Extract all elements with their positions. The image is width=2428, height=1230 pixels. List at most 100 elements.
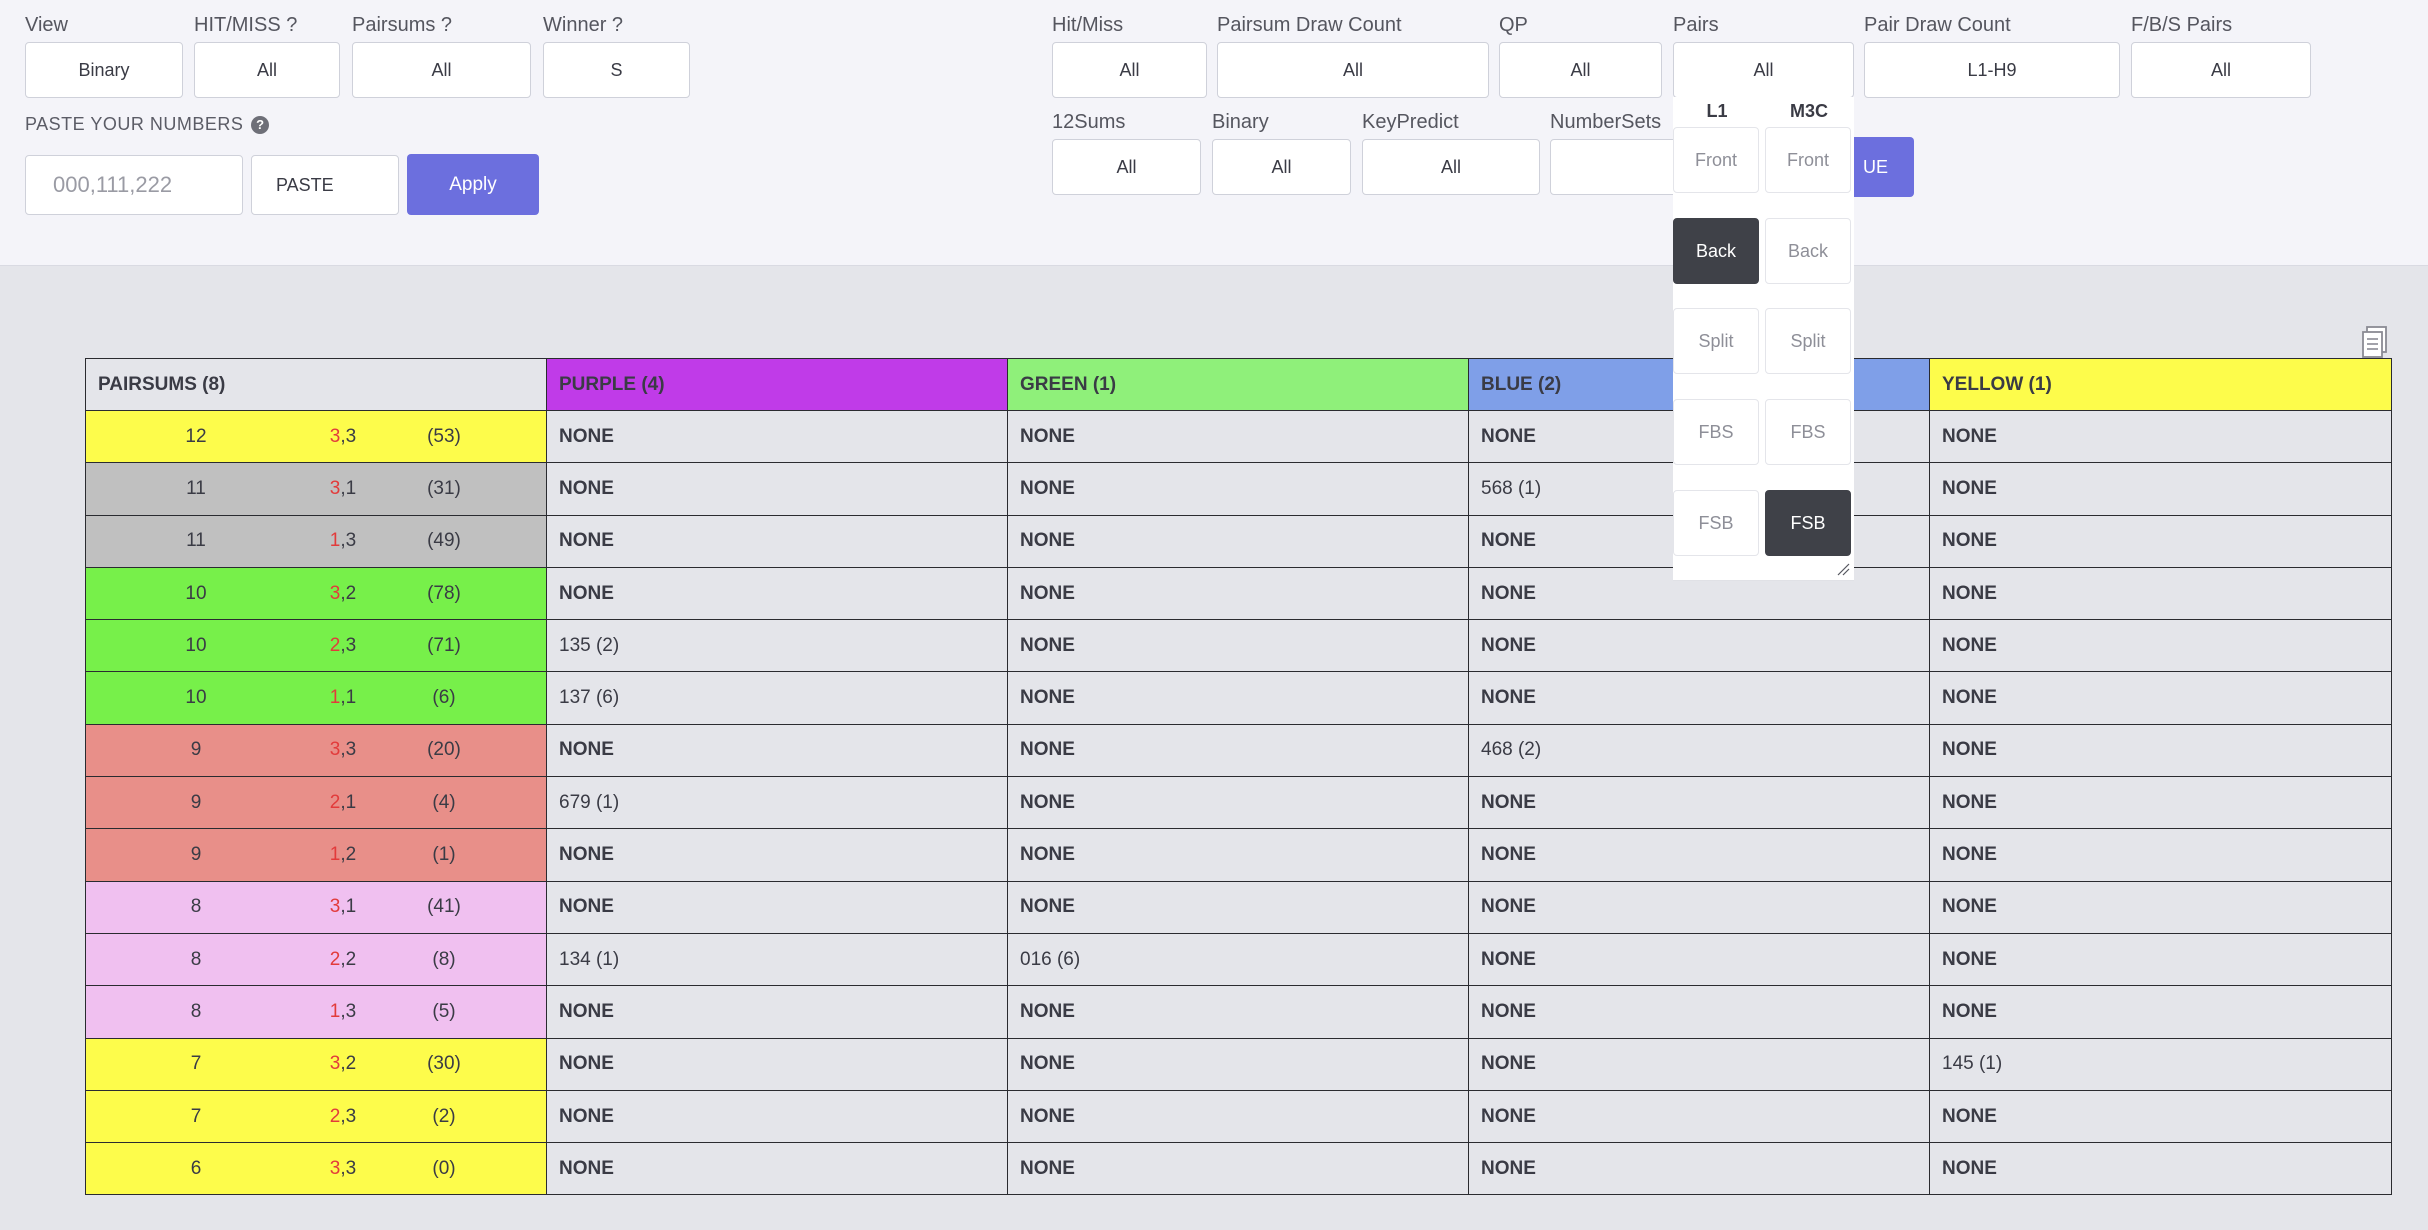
table-row: 10 1,1 (6) 137 (6) NONE NONE NONE [85, 671, 2392, 725]
apply-button[interactable]: Apply [407, 154, 539, 215]
pair-second-digit: 2 [345, 1053, 357, 1075]
result-cell: NONE [546, 985, 1008, 1039]
view-select[interactable]: Binary [25, 42, 183, 98]
pairsum-draw-count-label: Pairsum Draw Count [1217, 14, 1402, 36]
result-cell: 679 (1) [546, 776, 1008, 830]
pairsum-count: (6) [432, 687, 456, 709]
pairsum-draw-count-select[interactable]: All [1217, 42, 1489, 98]
result-cell: NONE [546, 1142, 1008, 1196]
pairsum-cell: 9 2,1 (4) [85, 776, 547, 830]
paste-button[interactable]: PASTE [251, 155, 399, 215]
l1-split-option[interactable]: Split [1673, 308, 1759, 374]
pairsum-cell: 11 3,1 (31) [85, 462, 547, 516]
pair-draw-count-select[interactable]: L1-H9 [1864, 42, 2120, 98]
pair-first-digit: 2 [329, 791, 341, 813]
numbers-input[interactable]: 000,111,222 [25, 155, 243, 215]
result-cell: NONE [1007, 776, 1469, 830]
pair-second-digit: 3 [345, 634, 357, 656]
keypredict-label: KeyPredict [1362, 111, 1459, 133]
pairsum-cell: 10 2,3 (71) [85, 619, 547, 673]
pairsum-count: (71) [427, 634, 461, 656]
result-cell: NONE [546, 880, 1008, 934]
m3c-front-option[interactable]: Front [1765, 127, 1851, 193]
binary-select[interactable]: All [1212, 139, 1351, 195]
pair-separator: , [340, 582, 346, 604]
pairsums-table: PAIRSUMS (8) PURPLE (4) GREEN (1) BLUE (2) Y… [85, 358, 2392, 1196]
12sums-select[interactable]: All [1052, 139, 1201, 195]
m3c-back-option[interactable]: Back [1765, 218, 1851, 284]
hit-miss-select[interactable]: All [1052, 42, 1207, 98]
table-header-row: PAIRSUMS (8) PURPLE (4) GREEN (1) BLUE (2) Y… [85, 358, 2392, 411]
l1-front-option[interactable]: Front [1673, 127, 1759, 193]
question-circle-icon[interactable]: ? [251, 115, 270, 134]
result-cell: NONE [1468, 828, 1930, 882]
pair-separator: , [340, 687, 346, 709]
result-cell: NONE [1468, 1037, 1930, 1091]
table-row: 12 3,3 (53) NONE NONE NONE NONE [85, 409, 2392, 464]
pair-first-digit: 1 [329, 687, 341, 709]
m3c-split-option[interactable]: Split [1765, 308, 1851, 374]
result-cell: NONE [1007, 1142, 1469, 1196]
pairs-select[interactable]: All [1673, 42, 1854, 98]
winner-filter-select[interactable]: S [543, 42, 690, 98]
pairsum-count: (0) [432, 1157, 456, 1179]
resize-grip-icon[interactable] [1836, 562, 1850, 576]
pairsum-count: (1) [432, 844, 456, 866]
pair-second-digit: 2 [345, 582, 357, 604]
table-row: 10 2,3 (71) 135 (2) NONE NONE NONE [85, 619, 2392, 673]
pair-digits: 3,2 [318, 583, 368, 605]
table-row: 6 3,3 (0) NONE NONE NONE NONE [85, 1142, 2392, 1196]
12sums-label: 12Sums [1052, 111, 1126, 133]
m3c-fsb-option[interactable]: FSB [1765, 490, 1851, 556]
keypredict-select[interactable]: All [1362, 139, 1540, 195]
result-cell: NONE [1929, 1089, 2392, 1144]
pair-digits: 1,1 [318, 687, 368, 709]
pair-digits: 2,2 [318, 949, 368, 971]
filter-panel: View Binary HIT/MISS ? All Pairsums ? Al… [0, 0, 2428, 266]
l1-fsb-option[interactable]: FSB [1673, 490, 1759, 556]
l1-back-option[interactable]: Back [1673, 218, 1759, 284]
result-cell: 468 (2) [1468, 723, 1930, 778]
result-cell: NONE [1468, 776, 1930, 830]
result-cell: 145 (1) [1929, 1037, 2392, 1091]
qp-select[interactable]: All [1499, 42, 1662, 98]
pairsum-count: (78) [427, 582, 461, 604]
pairsums-filter-select[interactable]: All [352, 42, 531, 98]
result-cell: NONE [1468, 932, 1930, 987]
pairsum-value: 8 [190, 1000, 202, 1022]
pairsum-cell: 9 3,3 (20) [85, 723, 547, 778]
fbs-pairs-select[interactable]: All [2131, 42, 2311, 98]
result-cell: NONE [1007, 880, 1469, 934]
pair-separator: , [340, 1105, 346, 1127]
result-cell: NONE [546, 462, 1008, 516]
pair-first-digit: 3 [329, 1157, 341, 1179]
pair-first-digit: 2 [329, 634, 341, 656]
pair-first-digit: 3 [329, 582, 341, 604]
table-row: 8 2,2 (8) 134 (1) 016 (6) NONE NONE [85, 932, 2392, 987]
pairsum-value: 7 [190, 1053, 202, 1075]
pairsum-value: 8 [190, 896, 202, 918]
table-row: 7 3,2 (30) NONE NONE NONE 145 (1) [85, 1037, 2392, 1091]
table-body: 12 3,3 (53) NONE NONE NONE NONE 11 3,1 (31) NONE NO… [85, 409, 2392, 1196]
pairsum-count: (4) [432, 791, 456, 813]
pair-first-digit: 2 [329, 1105, 341, 1127]
hitmiss-filter-label: HIT/MISS ? [194, 14, 298, 36]
table-row: 9 3,3 (20) NONE NONE 468 (2) NONE [85, 723, 2392, 778]
hitmiss-filter-select[interactable]: All [194, 42, 340, 98]
pair-digits: 3,1 [318, 478, 368, 500]
result-cell: NONE [1929, 1142, 2392, 1196]
pairsum-count: (49) [427, 530, 461, 552]
m3c-fbs-option[interactable]: FBS [1765, 399, 1851, 465]
result-cell: NONE [1468, 1142, 1930, 1196]
pair-separator: , [340, 791, 346, 813]
pair-second-digit: 1 [345, 687, 357, 709]
document-icon[interactable] [2362, 326, 2388, 358]
result-cell: NONE [1007, 671, 1469, 725]
pair-separator: , [340, 1053, 346, 1075]
pair-separator: , [340, 530, 346, 552]
pairsum-count: (2) [432, 1105, 456, 1127]
pair-separator: , [340, 1157, 346, 1179]
l1-fbs-option[interactable]: FBS [1673, 399, 1759, 465]
result-cell: NONE [546, 828, 1008, 882]
result-cell: NONE [1929, 619, 2392, 673]
